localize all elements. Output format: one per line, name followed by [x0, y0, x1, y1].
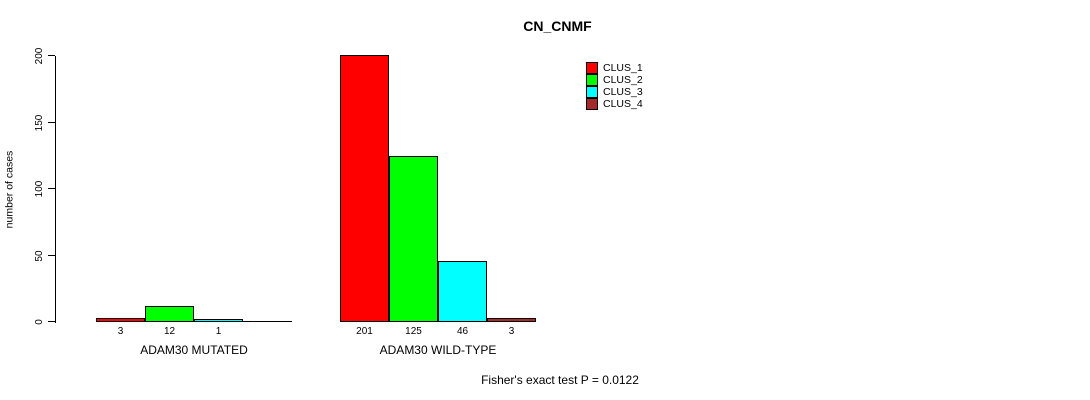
- bar-value-label: 1: [215, 326, 222, 337]
- y-tick-label: 150: [34, 114, 45, 132]
- bar-value-label: 125: [405, 326, 422, 337]
- bar-clus_3-mutated: [194, 319, 243, 322]
- bar-clus_4-mutated-zero: [243, 321, 292, 322]
- bar-value-label: 201: [356, 326, 373, 337]
- y-tick-mark: [48, 188, 55, 189]
- y-tick-mark: [48, 255, 55, 256]
- y-tick-label: 200: [34, 47, 45, 65]
- y-tick-label: 0: [34, 319, 45, 325]
- bar-value-label: 12: [163, 326, 176, 337]
- legend-label: CLUS_1: [603, 62, 643, 74]
- legend-label: CLUS_3: [603, 86, 643, 98]
- y-axis-line: [55, 56, 56, 323]
- chart-title: CN_CNMF: [523, 18, 592, 34]
- group-label-wildtype: ADAM30 WILD-TYPE: [379, 343, 497, 357]
- bar-clus_1-mutated: [96, 318, 145, 322]
- bar-value-label: 46: [456, 326, 469, 337]
- bar-clus_1-wildtype: [340, 55, 389, 322]
- y-tick-label: 100: [34, 180, 45, 198]
- group-label-mutated: ADAM30 MUTATED: [140, 343, 248, 357]
- legend-swatch-clus_4: [586, 98, 598, 110]
- legend-label: CLUS_4: [603, 98, 643, 110]
- y-tick-label: 50: [34, 250, 45, 262]
- legend-swatch-clus_1: [586, 62, 598, 74]
- bar-value-label: 3: [117, 326, 124, 337]
- bar-value-label: 3: [508, 326, 515, 337]
- bar-clus_4-wildtype: [487, 318, 536, 322]
- bar-clus_3-wildtype: [438, 261, 487, 322]
- bar-clus_2-mutated: [145, 306, 194, 322]
- legend-swatch-clus_3: [586, 86, 598, 98]
- fisher-test-annotation: Fisher's exact test P = 0.0122: [481, 373, 639, 387]
- legend-swatch-clus_2: [586, 74, 598, 86]
- y-tick-mark: [48, 122, 55, 123]
- bar-clus_2-wildtype: [389, 156, 438, 322]
- legend-label: CLUS_2: [603, 74, 643, 86]
- y-tick-mark: [48, 321, 55, 322]
- y-tick-mark: [48, 55, 55, 56]
